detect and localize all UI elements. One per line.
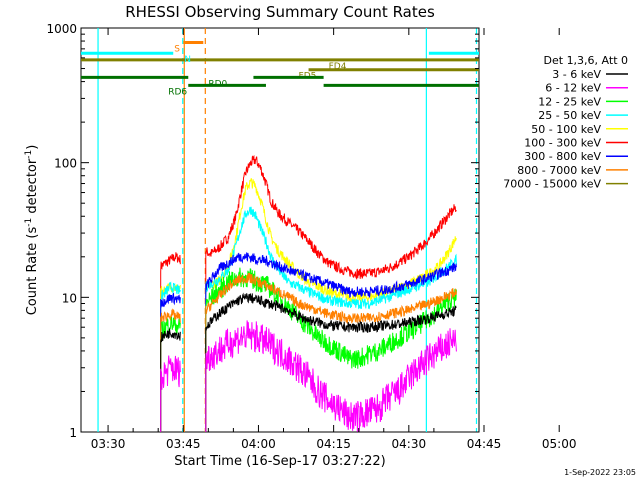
count-rate-series — [160, 154, 457, 432]
legend-label-7: 800 - 7000 keV — [517, 164, 601, 177]
series-line-5-1 — [205, 272, 457, 432]
series-line-6-1 — [205, 292, 457, 432]
x-tick-label-4: 04:30 — [392, 437, 427, 451]
series-line-3-1 — [205, 252, 457, 432]
flag-label-0: FD4 — [329, 62, 347, 72]
legend-title: Det 1,3,6, Att 0 — [544, 54, 628, 67]
x-axis-label: Start Time (16-Sep-17 03:27:22) — [174, 454, 385, 469]
legend-label-8: 7000 - 15000 keV — [503, 178, 601, 191]
plot-frame — [80, 27, 480, 433]
series-line-5-0 — [160, 308, 181, 432]
x-tick-label-1: 03:45 — [166, 437, 201, 451]
legend-label-1: 6 - 12 keV — [545, 82, 601, 95]
series-line-1-1 — [205, 178, 457, 432]
generation-timestamp: 1-Sep-2022 23:05 — [564, 468, 636, 477]
flag-label-4: RD6 — [168, 87, 187, 97]
y-axis-label: Count Rate (s-1 detector-1) — [24, 145, 40, 316]
instrument-state-vertical-lines — [97, 28, 478, 432]
series-line-0-0 — [160, 252, 181, 432]
flag-label-7: N — [184, 55, 191, 65]
series-line-7-1 — [205, 320, 457, 432]
y-tick-label-1: 10 — [62, 291, 77, 305]
legend-label-4: 50 - 100 keV — [531, 123, 601, 136]
chart-title: RHESSI Observing Summary Count Rates — [125, 3, 435, 21]
x-tick-label-2: 04:00 — [241, 437, 276, 451]
x-tick-label-3: 04:15 — [316, 437, 351, 451]
series-line-6-0 — [160, 328, 181, 432]
legend-label-6: 300 - 800 keV — [524, 150, 601, 163]
flag-label-6: S — [174, 45, 180, 55]
legend-label-2: 12 - 25 keV — [538, 95, 601, 108]
axes: 03:30 03:45 04:00 04:15 04:30 04:45 05:00 1 10 10… — [46, 22, 576, 451]
legend-label-0: 3 - 6 keV — [552, 68, 601, 81]
series-line-3-0 — [160, 293, 181, 432]
series-line-2-1 — [205, 206, 457, 432]
x-tick-label-0: 03:30 — [91, 437, 126, 451]
series-line-0-1 — [205, 154, 457, 432]
legend-label-5: 100 - 300 keV — [524, 137, 601, 150]
x-tick-label-6: 05:00 — [542, 437, 577, 451]
y-tick-label-0: 1 — [69, 426, 77, 440]
flag-bars: FD4FD5RD0RD6SN — [81, 41, 479, 97]
series-line-2-0 — [160, 281, 181, 432]
y-tick-label-3: 1000 — [46, 22, 77, 36]
x-tick-label-5: 04:45 — [467, 437, 502, 451]
y-tick-label-2: 100 — [54, 157, 77, 171]
series-line-7-0 — [160, 355, 181, 432]
legend-label-3: 25 - 50 keV — [538, 109, 601, 122]
